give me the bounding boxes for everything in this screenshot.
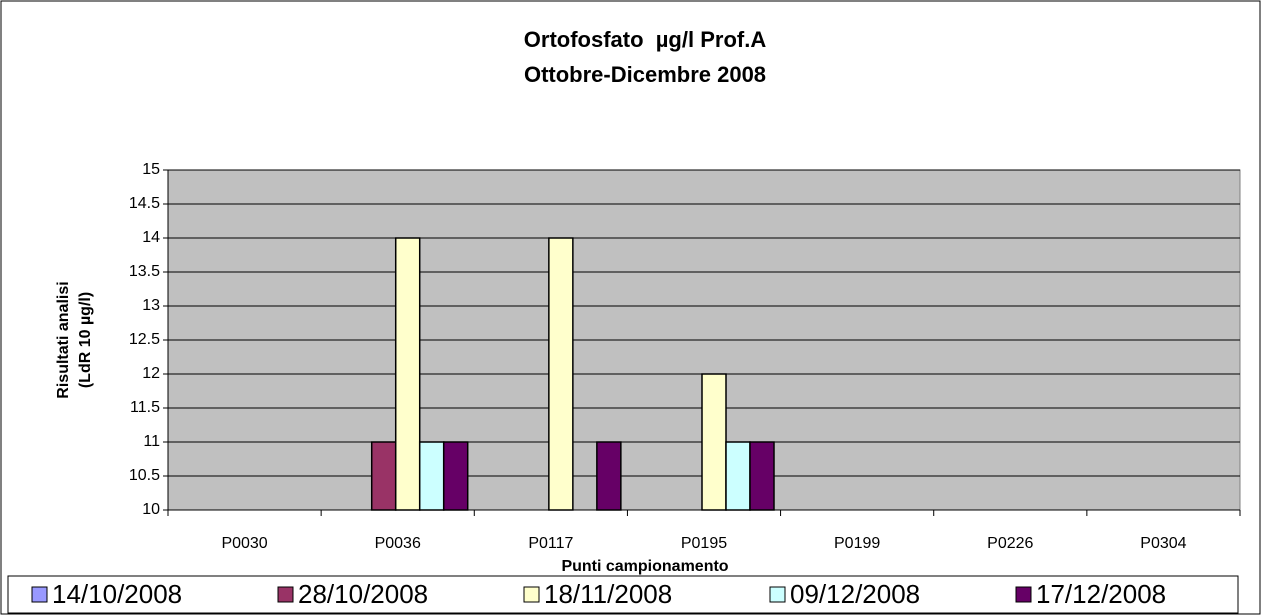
legend-label: 09/12/2008 [790,579,920,609]
x-tick-label: P0304 [1140,535,1186,552]
y-tick-label: 13 [142,297,160,314]
bar [548,237,574,511]
bar [418,441,445,511]
bar [394,237,421,511]
y-tick-label: 14 [142,229,160,246]
legend-label: 14/10/2008 [52,579,182,609]
y-tick-label: 11.5 [130,399,160,416]
y-tick-label: 15 [142,161,160,178]
x-tick-label: P0195 [681,535,727,552]
x-tick-label: P0117 [528,535,573,552]
legend-swatch [1015,586,1032,603]
y-tick-label: 13.5 [129,263,160,280]
x-axis-label: Punti campionamento [561,558,728,575]
bar [370,441,397,511]
chart-title: Ortofosfato µg/l Prof.A [524,27,767,52]
x-tick-label: P0226 [987,535,1033,552]
y-tick-label: 12.5 [129,331,160,348]
legend-label: 18/11/2008 [544,579,672,609]
legend-swatch [523,586,540,603]
y-axis-label: (LdR 10 µg/l) [77,292,94,388]
bar [442,441,469,511]
legend-swatch [31,586,48,603]
bar [701,373,727,511]
y-tick-label: 12 [142,365,160,382]
x-tick-label: P0199 [834,535,880,552]
legend-box [7,575,1239,614]
x-tick-label: P0030 [221,535,267,552]
y-axis-label: Risultati analisi [55,281,72,398]
y-tick-label: 11 [143,433,160,450]
chart-subtitle: Ottobre-Dicembre 2008 [524,62,766,87]
bar [749,441,775,511]
y-tick-label: 14.5 [129,195,160,212]
y-tick-label: 10 [142,501,160,518]
legend-swatch [277,586,294,603]
y-tick-label: 10.5 [129,467,160,484]
bar [596,441,622,511]
bar [725,441,751,511]
legend-label: 28/10/2008 [298,579,428,609]
legend-label: 17/12/2008 [1036,579,1166,609]
x-tick-label: P0036 [375,535,421,552]
legend-swatch [769,586,786,603]
